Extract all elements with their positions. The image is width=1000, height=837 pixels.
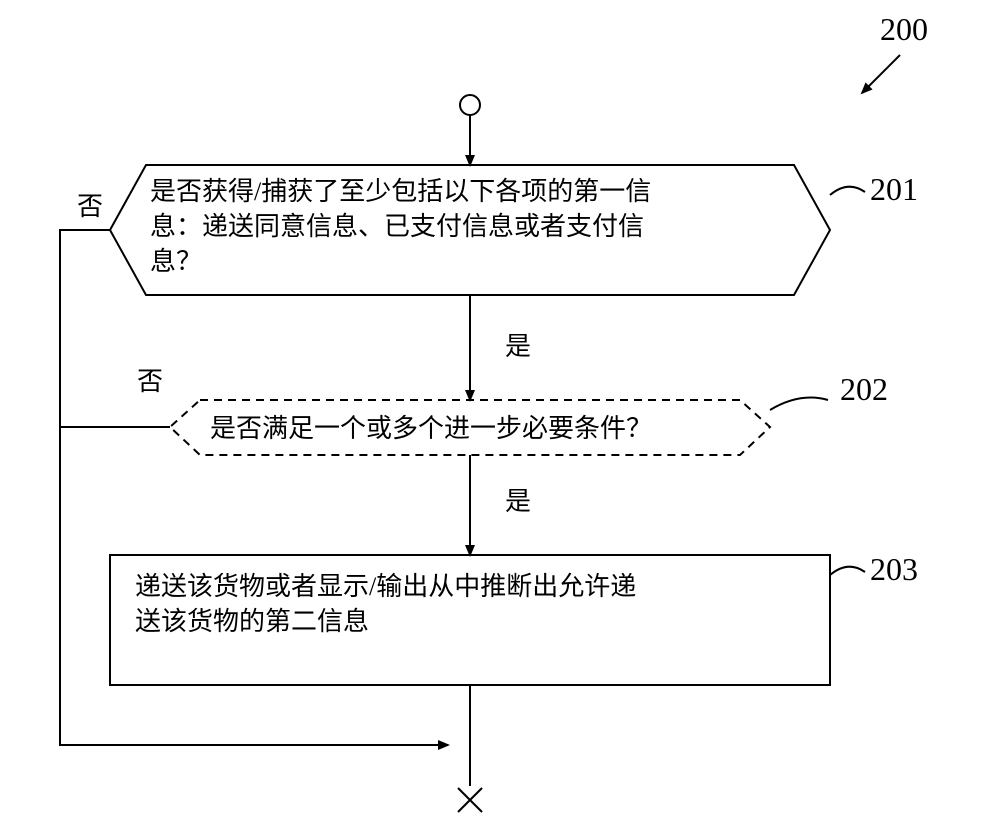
ref-202-leader (770, 398, 828, 410)
step-201-line3: 息？ (150, 247, 202, 276)
edge-202-no-label: 否 (137, 367, 163, 396)
ref-203-label: 203 (870, 551, 918, 587)
ref-203-leader (830, 567, 865, 575)
end-node (458, 788, 482, 812)
step-201-line2: 息：递送同意信息、已支付信息或者支付信 (150, 212, 644, 241)
figure-ref-label: 200 (880, 11, 928, 47)
ref-201-leader (830, 187, 865, 195)
start-node (460, 95, 480, 115)
edge-no-bus (60, 230, 448, 745)
step-203-line2: 送该货物的第二信息 (135, 607, 369, 636)
ref-201-label: 201 (870, 171, 918, 207)
edge-202-203-label: 是 (505, 487, 531, 516)
step-201-line1: 是否获得/捕获了至少包括以下各项的第一信 (150, 177, 651, 206)
ref-202-label: 202 (840, 371, 888, 407)
step-202-line1: 是否满足一个或多个进一步必要条件？ (210, 414, 652, 443)
figure-ref-arrow (862, 55, 900, 93)
edge-201-no-label: 否 (77, 192, 103, 221)
step-203-line1: 递送该货物或者显示/输出从中推断出允许递 (135, 572, 636, 601)
edge-201-202-label: 是 (505, 332, 531, 361)
